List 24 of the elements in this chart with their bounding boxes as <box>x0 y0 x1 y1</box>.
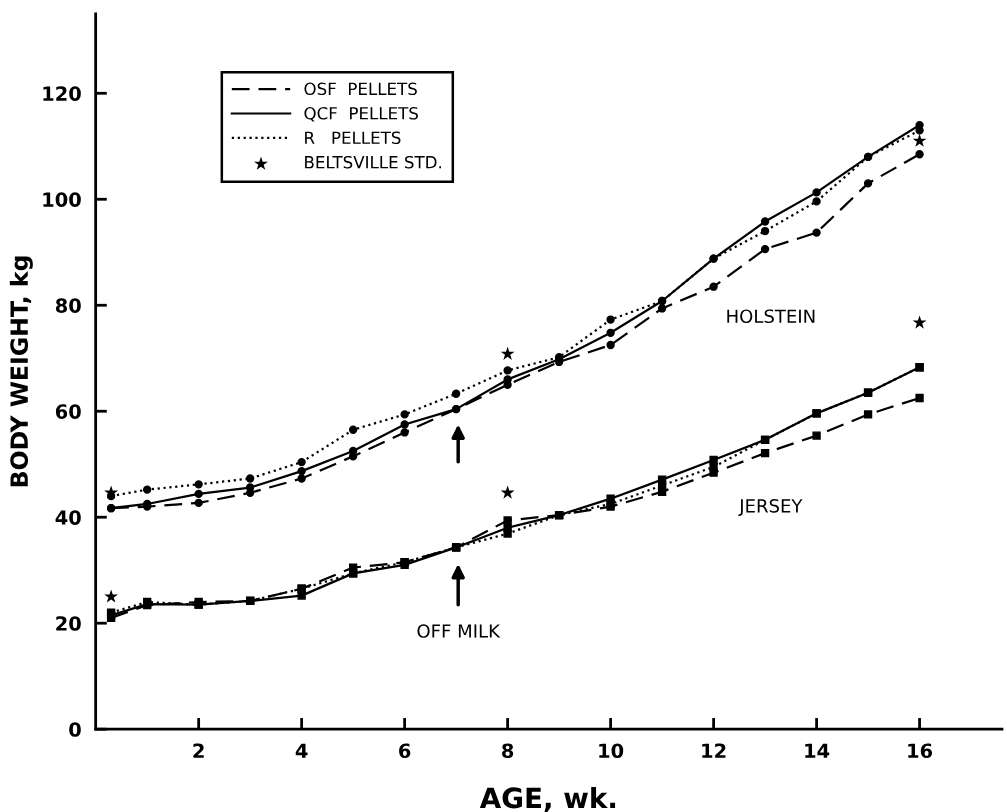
x-tick-label: 8 <box>502 743 514 759</box>
annotation: HOLSTEIN <box>727 309 815 324</box>
legend-label: BELTSVILLE STD. <box>305 155 442 169</box>
x-tick-label: 2 <box>193 743 204 758</box>
legend-label: R PELLETS <box>305 131 401 145</box>
x-tick-label: 10 <box>599 743 624 759</box>
x-tick-label: 16 <box>908 743 933 759</box>
x-axis-title: AGE, wk. <box>479 786 616 812</box>
x-tick-label: 12 <box>702 743 726 758</box>
annotation: OFF MILK <box>417 624 501 638</box>
x-tick-label: 4 <box>295 743 308 758</box>
annotation: JERSEY <box>738 498 803 517</box>
x-tick-label: 14 <box>805 743 830 758</box>
y-tick-label: 100 <box>43 192 81 207</box>
y-tick-label: 40 <box>55 510 81 525</box>
legend-label: QCF PELLETS <box>304 106 418 122</box>
y-tick-label: 60 <box>55 404 81 419</box>
y-tick-label: 0 <box>69 722 81 737</box>
legend-label: OSF PELLETS <box>304 82 417 96</box>
y-axis-title: BODY WEIGHT, kg <box>9 256 33 487</box>
x-tick-label: 6 <box>399 743 411 759</box>
y-tick-label: 20 <box>56 616 81 631</box>
y-tick-label: 80 <box>55 298 81 313</box>
y-tick-label: 120 <box>43 86 81 101</box>
